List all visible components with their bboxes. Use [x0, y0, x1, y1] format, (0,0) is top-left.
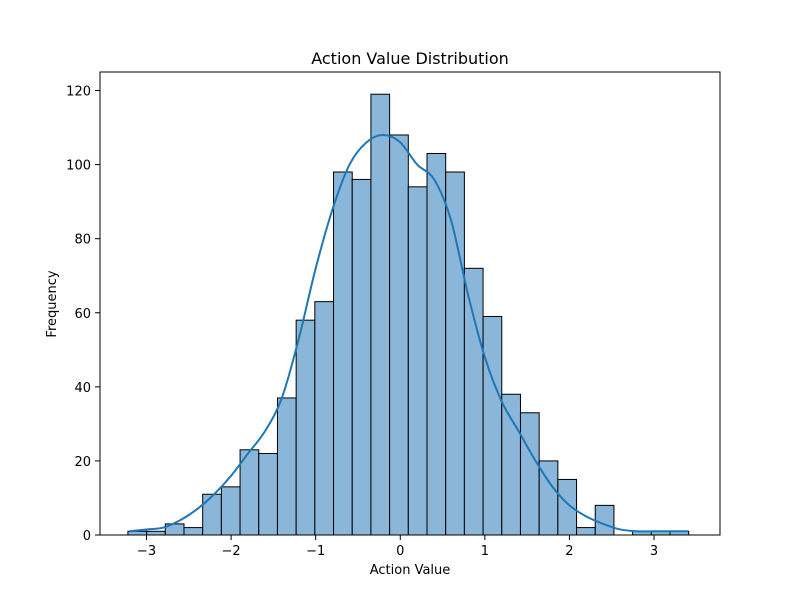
histogram-bar	[482, 315, 503, 536]
x-tick-label: 3	[650, 544, 658, 559]
bars-group	[127, 93, 690, 536]
x-tick-label: 2	[565, 544, 573, 559]
histogram-bar	[370, 93, 391, 536]
histogram-bar	[146, 530, 166, 536]
histogram-bar	[501, 393, 521, 536]
histogram-bar	[276, 397, 297, 536]
x-tick-label: 1	[481, 544, 489, 559]
histogram-bar	[594, 504, 615, 536]
histogram-bar	[389, 134, 409, 536]
histogram-bar	[407, 186, 428, 536]
y-tick-label: 100	[66, 159, 91, 174]
histogram-bar	[426, 152, 447, 536]
x-axis-ticks: −3 −2 −1 0 1 2 3	[137, 535, 658, 559]
x-tick-label: 0	[396, 544, 404, 559]
histogram-bar	[202, 493, 222, 536]
histogram-bar	[239, 449, 260, 536]
y-tick-label: 80	[74, 233, 91, 248]
y-axis-label: Frequency	[45, 270, 60, 337]
x-tick-label: −2	[222, 544, 241, 559]
y-tick-label: 0	[83, 529, 91, 544]
x-tick-label: −1	[306, 544, 325, 559]
histogram-bar	[519, 412, 540, 536]
histogram-bar	[445, 171, 465, 536]
histogram-bar	[576, 527, 596, 536]
histogram-bar	[463, 267, 484, 536]
histogram-bar	[258, 453, 278, 536]
y-tick-label: 60	[74, 307, 91, 322]
histogram-bar	[220, 486, 241, 536]
chart-title: Action Value Distribution	[311, 49, 509, 68]
y-axis-ticks: 0 20 40 60 80 100 120	[66, 85, 100, 544]
histogram-bar	[351, 178, 372, 536]
plot-frame	[99, 71, 721, 536]
histogram-bar	[314, 301, 335, 536]
x-tick-label: −3	[137, 544, 156, 559]
y-tick-label: 40	[74, 381, 91, 396]
y-tick-label: 20	[74, 455, 91, 470]
histogram-bar	[557, 478, 578, 536]
histogram-bar	[183, 527, 204, 536]
histogram-bar	[295, 319, 316, 536]
x-axis-label: Action Value	[370, 563, 451, 578]
kde-curve	[129, 133, 688, 533]
histogram-bar	[333, 171, 353, 536]
y-tick-label: 120	[66, 85, 91, 100]
